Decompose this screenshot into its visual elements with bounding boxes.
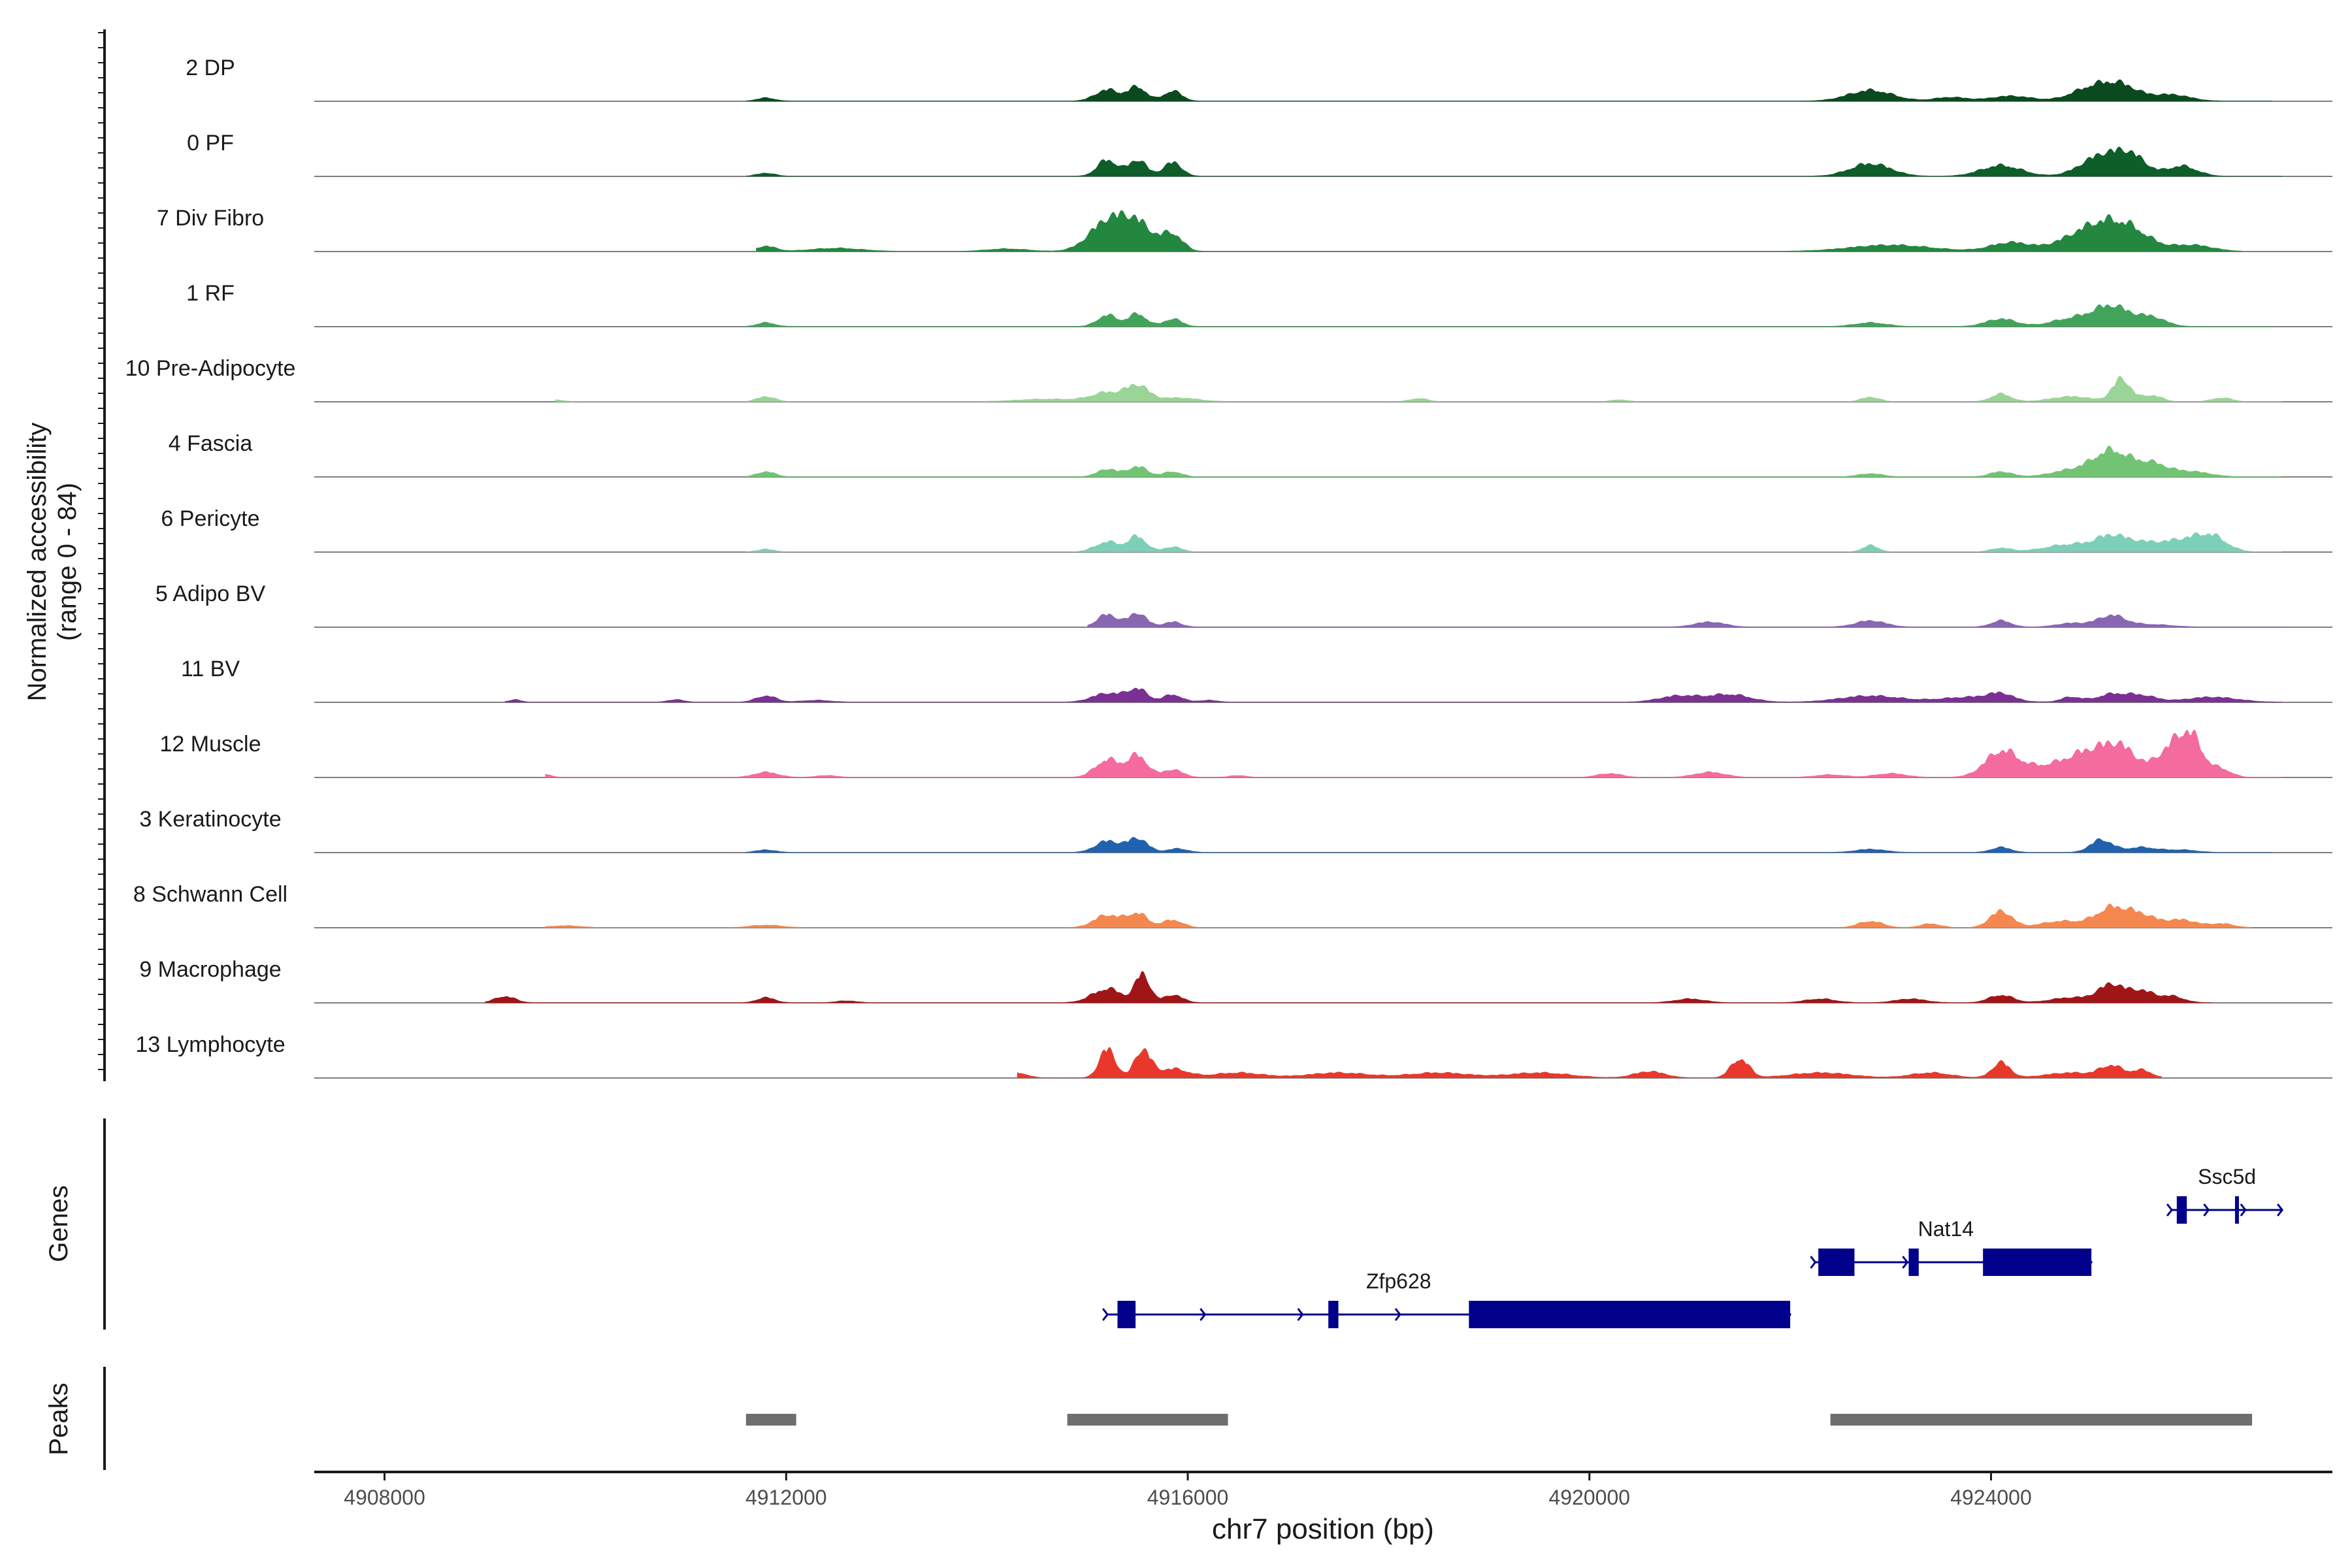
strand-arrow xyxy=(2276,1203,2284,1217)
x-tick-label: 4920000 xyxy=(1548,1486,1630,1509)
track-label: 1 RF xyxy=(186,281,235,306)
gene-Zfp628: Zfp628 xyxy=(1102,1269,1792,1328)
track-label: 10 Pre-Adipocyte xyxy=(125,356,296,381)
x-tick-label: 4916000 xyxy=(1147,1486,1229,1509)
x-tick-label: 4912000 xyxy=(745,1486,827,1509)
track-1: 2 DP xyxy=(186,56,2332,102)
x-tick-label: 4908000 xyxy=(344,1486,425,1509)
tracks-y-axis-ticks xyxy=(98,32,105,1070)
strand-arrow xyxy=(1810,1256,1817,1269)
strand-arrow xyxy=(1102,1308,1109,1321)
strand-arrow xyxy=(2166,1203,2174,1217)
track-10: 12 Muscle xyxy=(160,729,2332,778)
exon xyxy=(1117,1301,1136,1328)
track-label: 12 Muscle xyxy=(160,732,261,757)
coverage-area xyxy=(745,79,2272,101)
strand-arrow xyxy=(1902,1256,1909,1269)
track-9: 11 BV xyxy=(181,657,2332,703)
gene-label: Zfp628 xyxy=(1366,1269,1431,1293)
coverage-area xyxy=(1017,1047,2162,1078)
track-label: 11 BV xyxy=(181,657,240,681)
track-11: 3 Keratinocyte xyxy=(139,807,2332,853)
track-2: 0 PF xyxy=(187,131,2332,177)
coverage-area xyxy=(745,446,2283,477)
coverage-area xyxy=(756,210,2242,252)
coverage-tracks: 2 DP 0 PF 7 Div Fibro 1 RF 10 Pre-Adipocyte 4… xyxy=(125,56,2332,1079)
coverage-area xyxy=(745,837,2272,853)
track-label: 4 Fascia xyxy=(169,431,253,456)
exon xyxy=(1328,1301,1339,1328)
exon xyxy=(1469,1301,1791,1328)
track-3: 7 Div Fibro xyxy=(157,206,2332,252)
strand-arrow xyxy=(1297,1308,1304,1321)
peak-region-bar xyxy=(1830,1414,2253,1426)
track-label: 0 PF xyxy=(187,131,234,155)
track-label: 7 Div Fibro xyxy=(157,206,264,231)
track-label: 8 Schwann Cell xyxy=(133,882,287,907)
track-label: 9 Macrophage xyxy=(139,957,281,982)
x-axis-ticks: 4908000 4912000 4916000 4920000 4924000 xyxy=(344,1472,2032,1509)
coverage-area xyxy=(745,532,2283,552)
track-7: 6 Pericyte xyxy=(161,506,2332,553)
coverage-area xyxy=(545,729,2283,777)
coverage-area xyxy=(505,687,2283,702)
gene-label: Nat14 xyxy=(1918,1217,1974,1241)
strand-arrow xyxy=(1394,1308,1401,1321)
exon xyxy=(2176,1196,2187,1224)
x-tick-label: 4924000 xyxy=(1950,1486,2032,1509)
coverage-area xyxy=(745,146,2283,176)
x-axis-title: chr7 position (bp) xyxy=(1212,1513,1434,1545)
track-label: 3 Keratinocyte xyxy=(139,807,281,832)
gene-Nat14: Nat14 xyxy=(1810,1217,2093,1276)
track-label: 5 Adipo BV xyxy=(155,581,266,606)
track-13: 9 Macrophage xyxy=(139,957,2332,1004)
gene-Ssc5d: Ssc5d xyxy=(2166,1165,2284,1224)
y-axis-title: Normalized accessibility (range 0 - 84) xyxy=(23,423,82,702)
peaks-panel-label: Peaks xyxy=(44,1382,73,1455)
track-4: 1 RF xyxy=(186,281,2332,327)
exon xyxy=(1818,1249,1855,1276)
track-8: 5 Adipo BV xyxy=(155,581,2332,628)
peak-region-bar xyxy=(745,1414,796,1426)
exon xyxy=(1983,1249,2092,1276)
coverage-area xyxy=(545,904,2253,928)
track-label: 6 Pericyte xyxy=(161,506,259,531)
coverage-area xyxy=(1087,613,2283,627)
strand-arrow xyxy=(2203,1203,2210,1217)
gene-label: Ssc5d xyxy=(2198,1165,2256,1188)
exon xyxy=(1908,1249,1919,1276)
gene-models: Ssc5d Nat14 Zfp628 xyxy=(1102,1165,2284,1328)
y-axis-title-line2: (range 0 - 84) xyxy=(53,483,82,641)
track-5: 10 Pre-Adipocyte xyxy=(125,356,2332,402)
track-6: 4 Fascia xyxy=(169,431,2332,478)
strand-arrow xyxy=(1200,1308,1207,1321)
track-label: 2 DP xyxy=(186,56,235,80)
coverage-area xyxy=(555,376,2283,402)
genes-panel-label: Genes xyxy=(44,1185,73,1262)
track-label: 13 Lymphocyte xyxy=(135,1032,285,1057)
track-12: 8 Schwann Cell xyxy=(133,882,2332,928)
track-14: 13 Lymphocyte xyxy=(135,1032,2332,1079)
coverage-area xyxy=(745,304,2272,327)
strand-arrow xyxy=(2240,1203,2247,1217)
y-axis-title-line1: Normalized accessibility xyxy=(23,423,52,702)
peak-region-bar xyxy=(1067,1414,1228,1426)
exon xyxy=(2234,1196,2239,1224)
peak-regions xyxy=(745,1414,2253,1426)
